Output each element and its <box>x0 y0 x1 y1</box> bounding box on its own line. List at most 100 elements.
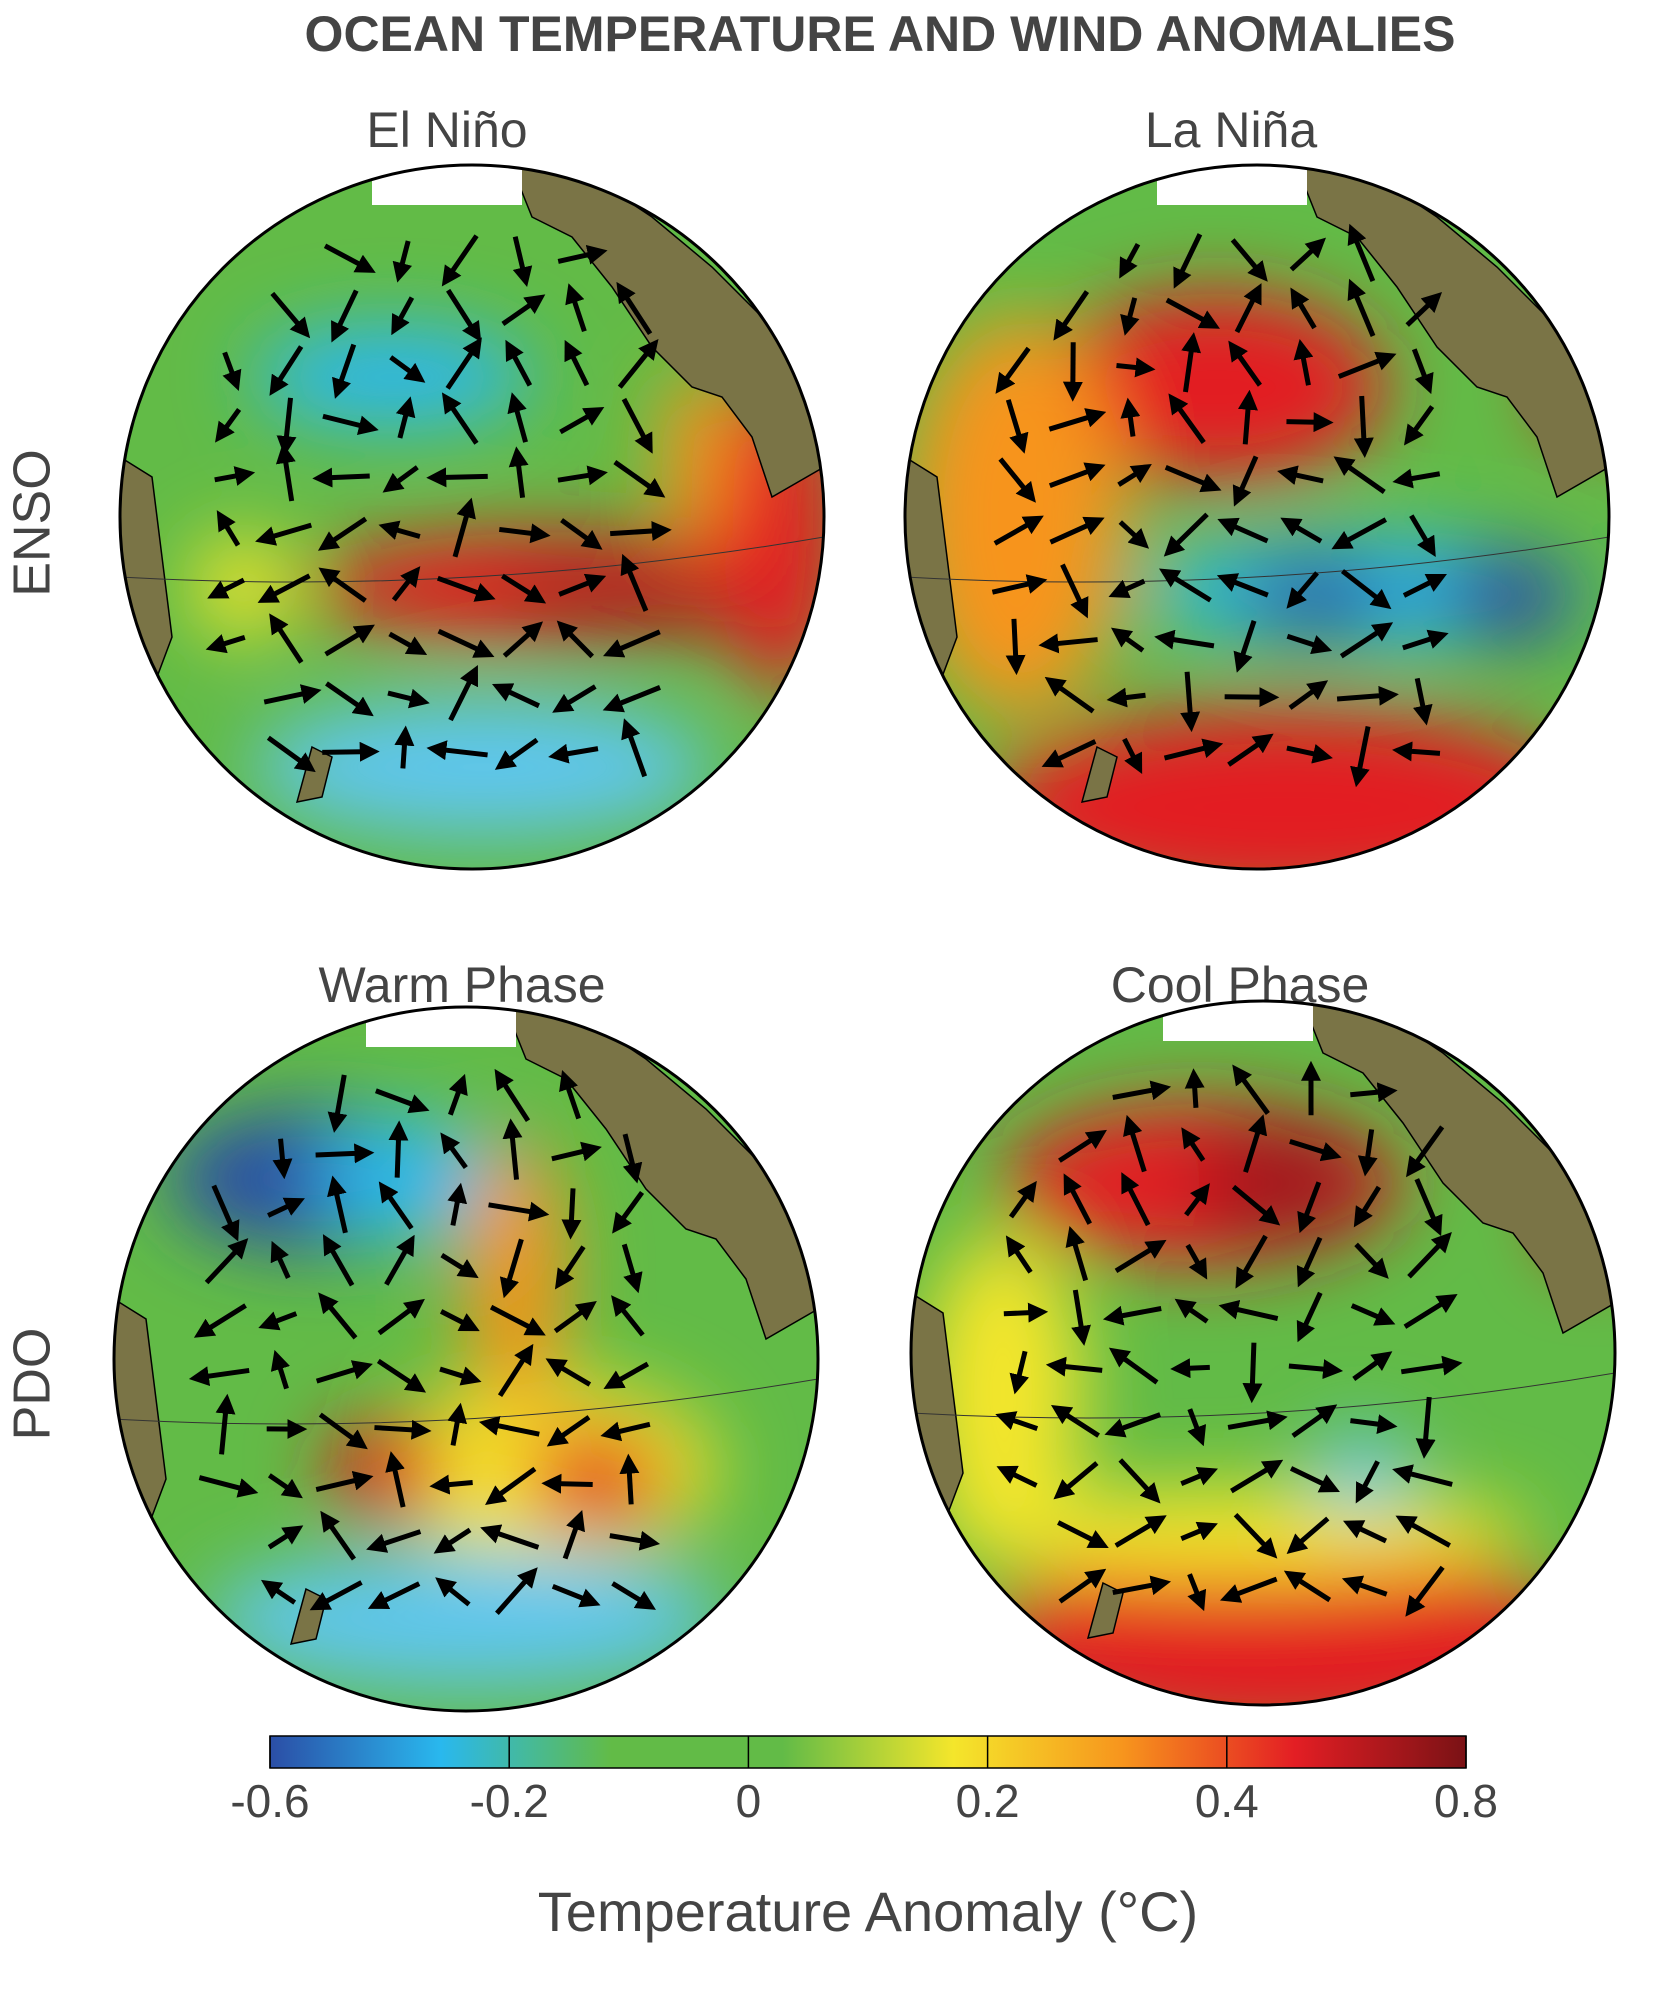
wind-arrow <box>332 343 357 399</box>
wind-arrow <box>272 1138 293 1180</box>
wind-arrow <box>1233 1512 1278 1559</box>
wind-arrow <box>1286 1516 1330 1555</box>
wind-arrow <box>1288 680 1329 710</box>
wind-arrow <box>1180 671 1201 733</box>
wind-arrow <box>499 1238 524 1299</box>
wind-arrow <box>1403 405 1435 446</box>
wind-arrow <box>1108 1347 1159 1385</box>
wind-arrow <box>441 234 479 287</box>
wind-arrow <box>1357 1129 1378 1177</box>
wind-arrow <box>1395 1515 1451 1548</box>
wind-arrow <box>324 624 375 657</box>
wind-arrow <box>1057 1520 1109 1548</box>
wind-arrow <box>323 243 376 273</box>
wind-arrow <box>505 339 533 387</box>
anomaly <box>252 327 532 427</box>
wind-arrow <box>619 1453 640 1505</box>
wind-arrow <box>565 283 587 333</box>
wind-arrow <box>502 621 544 658</box>
wind-arrow <box>275 443 296 502</box>
globe <box>911 1001 1615 1705</box>
wind-arrow <box>1283 1570 1332 1603</box>
wind-arrow <box>485 1466 537 1506</box>
anomaly <box>192 537 292 637</box>
wind-arrow <box>559 1069 582 1120</box>
sea-ice <box>1157 165 1307 205</box>
wind-arrow <box>559 407 605 435</box>
wind-arrow <box>612 1190 645 1234</box>
wind-arrow <box>1185 1243 1208 1280</box>
wind-arrow <box>1350 726 1371 788</box>
sea-ice <box>372 165 522 205</box>
wind-arrow <box>376 1358 427 1393</box>
wind-arrow <box>1163 738 1224 761</box>
wind-arrow <box>1228 340 1262 387</box>
wind-arrow <box>1296 1236 1323 1288</box>
colorbar-tick-label: -0.6 <box>230 1775 309 1827</box>
wind-arrow <box>440 1132 468 1170</box>
wind-arrow <box>391 566 421 602</box>
figure-title: OCEAN TEMPERATURE AND WIND ANOMALIES <box>305 6 1456 62</box>
wind-arrow <box>1347 223 1376 282</box>
wind-arrow <box>441 392 479 445</box>
wind-arrow <box>1003 1302 1049 1323</box>
wind-arrow <box>1286 571 1319 609</box>
wind-arrow <box>497 1343 534 1398</box>
wind-arrow <box>1290 287 1317 330</box>
wind-arrow <box>558 573 607 597</box>
wind-arrow <box>1110 627 1145 653</box>
wind-arrow <box>478 1416 540 1437</box>
wind-arrow <box>1286 633 1333 655</box>
wind-arrow <box>1181 1127 1206 1162</box>
anomaly <box>252 697 712 837</box>
wind-arrow <box>1333 456 1386 494</box>
wind-arrow <box>267 1473 303 1499</box>
wind-arrow <box>1181 332 1202 393</box>
wind-arrow <box>1407 1232 1452 1279</box>
wind-arrow <box>495 1567 538 1615</box>
anomaly <box>1437 552 1577 642</box>
wind-arrow <box>1120 397 1141 437</box>
wind-arrow <box>435 1577 471 1607</box>
wind-arrow <box>389 355 426 383</box>
wind-arrow <box>501 573 547 604</box>
wind-arrow <box>556 620 595 659</box>
wind-arrow <box>622 1133 643 1184</box>
wind-arrow <box>1235 1234 1268 1289</box>
wind-arrow <box>1234 283 1262 334</box>
wind-arrow <box>1354 1242 1389 1279</box>
panel-title: El Niño <box>366 102 527 158</box>
wind-arrow <box>1180 1521 1218 1542</box>
wind-arrow <box>318 567 367 603</box>
wind-arrow <box>541 1473 593 1494</box>
wind-arrow <box>1233 619 1257 673</box>
wind-arrow <box>1350 1414 1398 1435</box>
wind-arrow <box>445 337 482 390</box>
wind-arrow <box>1119 242 1141 279</box>
wind-arrow <box>1242 1342 1263 1404</box>
land <box>504 1008 818 1341</box>
wind-arrow <box>309 1580 363 1611</box>
wind-arrow <box>1277 465 1324 485</box>
wind-arrow <box>1058 1568 1107 1604</box>
wind-arrow <box>215 407 242 443</box>
wind-arrow <box>214 466 256 486</box>
wind-arrow <box>1122 737 1143 774</box>
wind-arrow <box>1060 563 1089 619</box>
wind-arrow <box>613 460 666 498</box>
wind-arrow <box>1414 1178 1443 1237</box>
wind-arrow <box>494 1068 531 1123</box>
wind-arrow <box>394 725 415 769</box>
wind-arrow <box>480 1524 540 1550</box>
wind-arrow <box>1352 1351 1393 1381</box>
wind-arrow <box>433 1527 472 1554</box>
wind-arrow <box>1227 733 1274 767</box>
wind-arrow <box>616 281 653 336</box>
wind-arrow <box>266 735 316 773</box>
anomaly <box>1193 1123 1373 1243</box>
wind-arrow <box>312 467 370 488</box>
wind-arrow <box>392 240 413 283</box>
wind-arrow <box>1218 1299 1279 1321</box>
wind-arrow <box>263 684 322 705</box>
panel-title: Warm Phase <box>318 957 605 1013</box>
